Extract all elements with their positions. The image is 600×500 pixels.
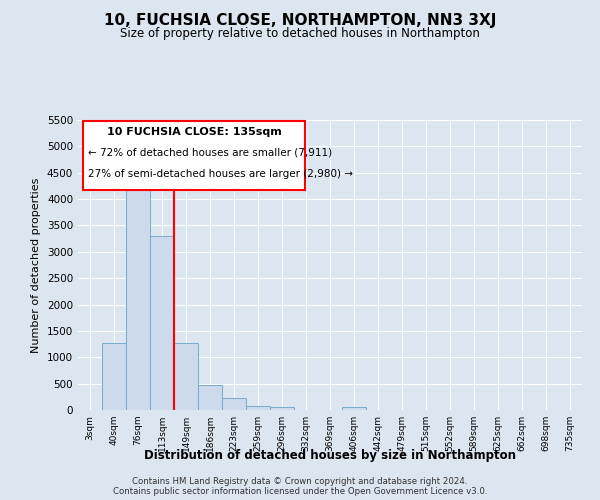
Text: 27% of semi-detached houses are larger (2,980) →: 27% of semi-detached houses are larger (… — [88, 170, 353, 179]
Text: 10, FUCHSIA CLOSE, NORTHAMPTON, NN3 3XJ: 10, FUCHSIA CLOSE, NORTHAMPTON, NN3 3XJ — [104, 12, 496, 28]
Bar — [270, 407, 294, 410]
Text: Contains public sector information licensed under the Open Government Licence v3: Contains public sector information licen… — [113, 486, 487, 496]
Bar — [150, 236, 174, 410]
Bar — [222, 398, 246, 410]
Text: Contains HM Land Registry data © Crown copyright and database right 2024.: Contains HM Land Registry data © Crown c… — [132, 476, 468, 486]
Y-axis label: Number of detached properties: Number of detached properties — [31, 178, 41, 352]
Bar — [174, 343, 198, 410]
Text: Distribution of detached houses by size in Northampton: Distribution of detached houses by size … — [144, 448, 516, 462]
Bar — [102, 343, 126, 410]
Bar — [246, 406, 270, 410]
Text: Size of property relative to detached houses in Northampton: Size of property relative to detached ho… — [120, 28, 480, 40]
Bar — [198, 384, 222, 410]
Text: ← 72% of detached houses are smaller (7,911): ← 72% of detached houses are smaller (7,… — [88, 148, 332, 158]
Text: 10 FUCHSIA CLOSE: 135sqm: 10 FUCHSIA CLOSE: 135sqm — [107, 127, 281, 137]
Bar — [342, 407, 366, 410]
FancyBboxPatch shape — [83, 122, 305, 190]
Bar — [126, 182, 150, 410]
